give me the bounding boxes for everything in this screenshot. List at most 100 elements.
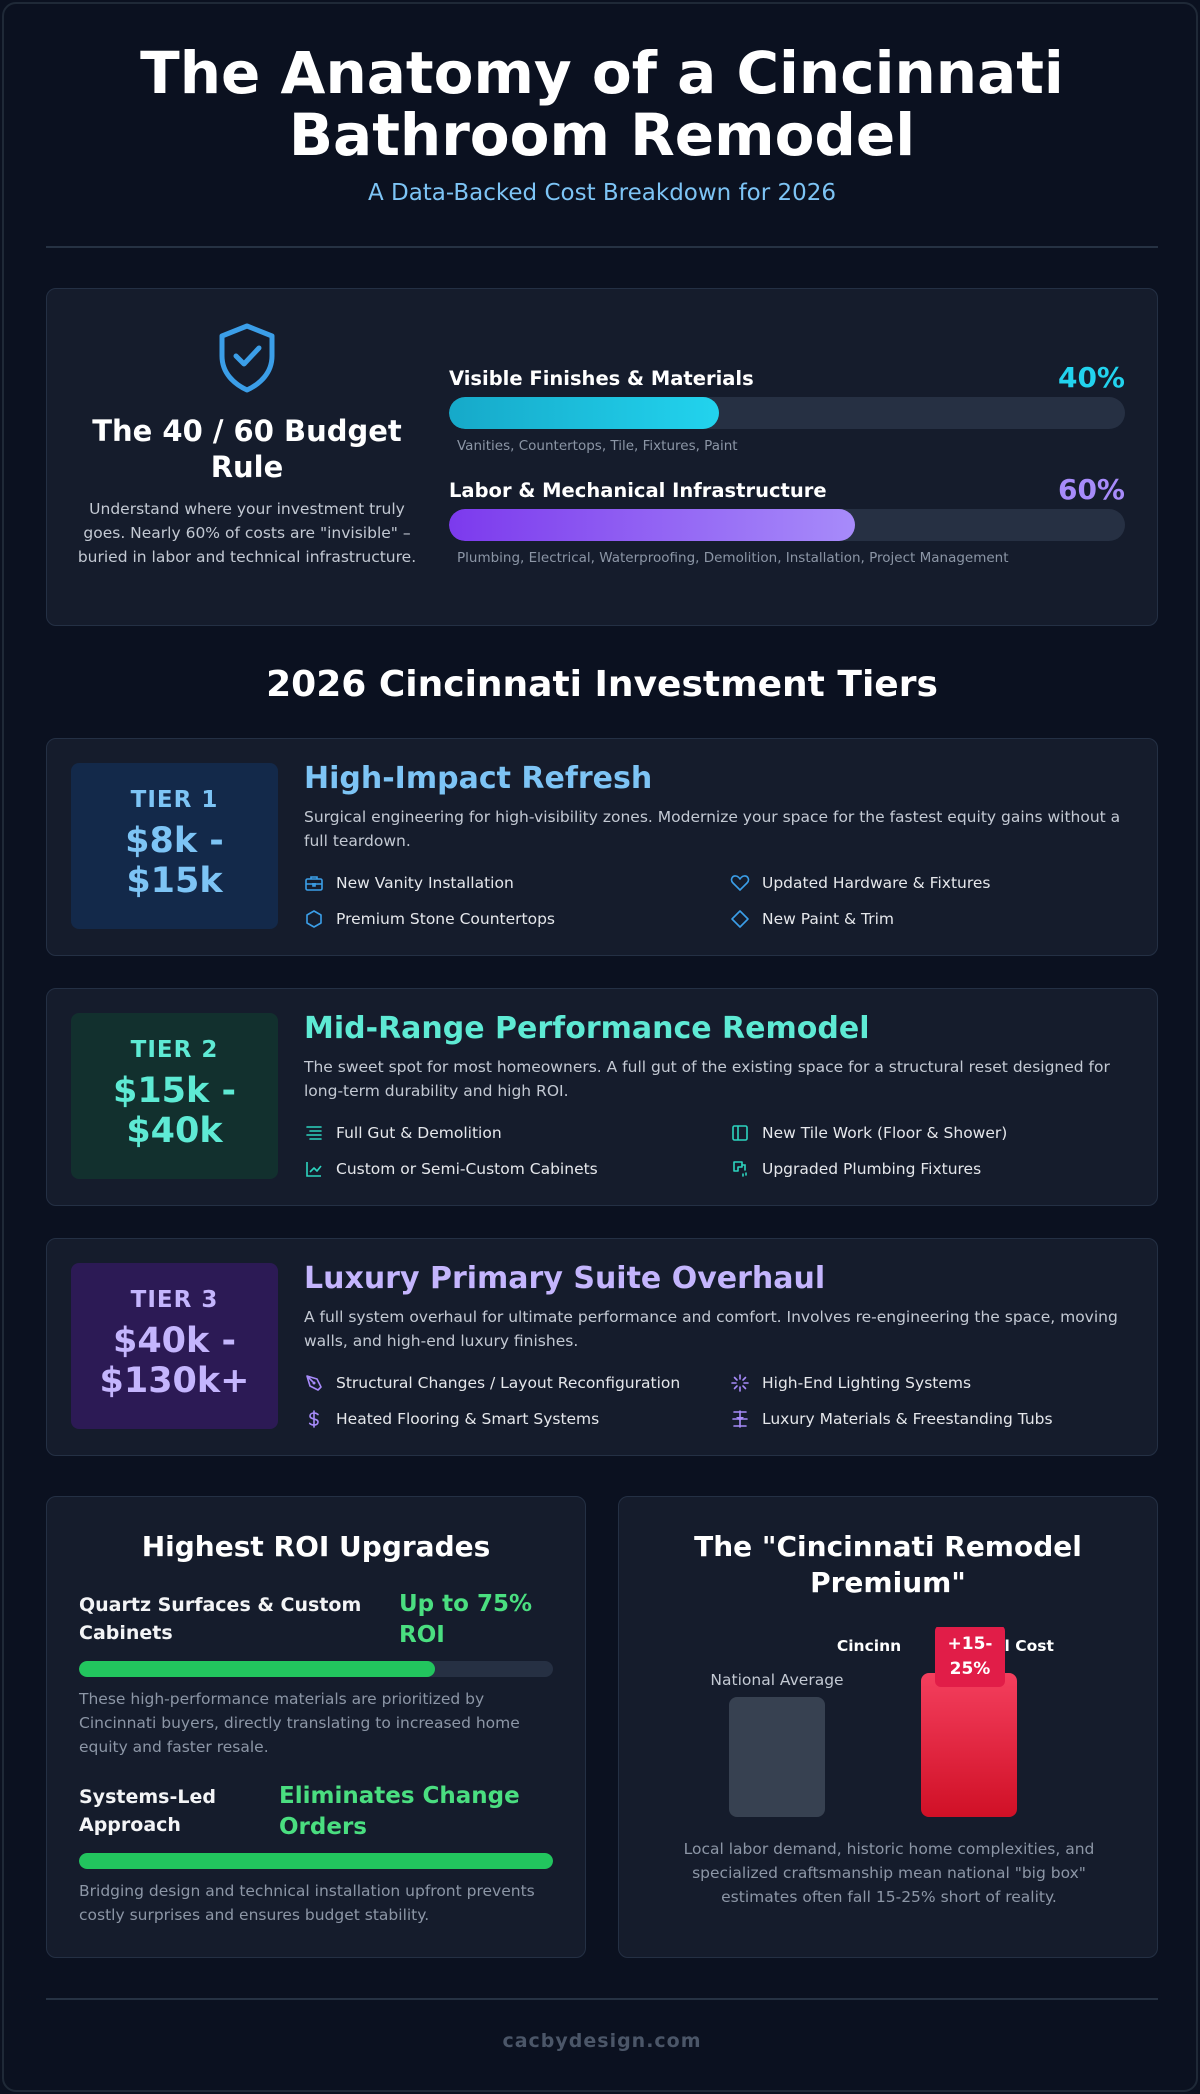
national-average-bar <box>729 1697 825 1817</box>
tier-feature: Custom or Semi-Custom Cabinets <box>304 1159 598 1179</box>
roi-item-name: Systems-Led Approach <box>79 1783 259 1839</box>
premium-title-line-1: The "Cincinnati Remodel <box>694 1530 1082 1563</box>
pen-tool-icon <box>306 1375 322 1391</box>
tub-icon <box>732 1410 748 1428</box>
tier-feature-text: Full Gut & Demolition <box>336 1124 502 1142</box>
roi-item-value: Eliminates Change Orders <box>279 1781 520 1843</box>
tier-feature-text: Heated Flooring & Smart Systems <box>336 1410 600 1428</box>
budget-bar-fill <box>449 397 720 429</box>
tier-description: A full system overhaul for ultimate perf… <box>304 1308 1118 1350</box>
roi-item-value-line-2: ROI <box>399 1622 445 1648</box>
budget-bar-percent: 40% <box>1057 361 1125 394</box>
premium-bar-chart: National Average Cincinn al Cost +15- 25… <box>710 1627 1055 1817</box>
tier-label: TIER 2 <box>130 1037 219 1063</box>
tier-feature: High-End Lighting Systems <box>730 1373 971 1393</box>
budget-rule-intro: The 40 / 60 Budget Rule Understand where… <box>47 289 447 625</box>
tier-description: Surgical engineering for high-visibility… <box>304 808 1121 850</box>
roi-item-bar-fill <box>79 1661 435 1677</box>
header-divider <box>46 246 1158 248</box>
sparkle-icon <box>731 1374 749 1392</box>
premium-badge-line-2: 25% <box>950 1659 991 1679</box>
tier-feature-text: New Vanity Installation <box>336 874 514 892</box>
footer-divider <box>46 1998 1158 2000</box>
lines-icon <box>306 1126 322 1140</box>
tier-feature-text: Structural Changes / Layout Reconfigurat… <box>336 1374 681 1392</box>
tier-feature: New Paint & Trim <box>730 909 894 929</box>
tier-feature: Upgraded Plumbing Fixtures <box>730 1159 981 1179</box>
budget-bar-fill <box>449 509 855 541</box>
premium-card-title: The "Cincinnati Remodel Premium" <box>619 1529 1157 1601</box>
tier-price-line-1: $15k - <box>112 1071 237 1111</box>
roi-item-description: Bridging design and technical installati… <box>79 1882 535 1924</box>
premium-title-line-2: Premium" <box>810 1566 966 1599</box>
premium-badge <box>935 1627 1005 1687</box>
budget-bar-percent: 60% <box>1057 473 1125 506</box>
diamond-icon <box>731 910 749 928</box>
budget-rule-description: Understand where your investment truly g… <box>77 500 417 566</box>
tier-feature: New Tile Work (Floor & Shower) <box>730 1123 1007 1143</box>
roi-item-value: Up to 75% ROI <box>399 1589 532 1651</box>
tier-price-line-2: $130k+ <box>99 1361 250 1401</box>
tier-feature-text: Luxury Materials & Freestanding Tubs <box>762 1410 1053 1428</box>
tier-price: $40k - $130k+ <box>71 1321 278 1401</box>
tier-feature: Luxury Materials & Freestanding Tubs <box>730 1409 1053 1429</box>
header: The Anatomy of a Cincinnati Bathroom Rem… <box>4 42 1200 206</box>
tier-feature-text: High-End Lighting Systems <box>762 1374 972 1392</box>
budget-bar-track <box>449 509 1125 541</box>
tier-price-line-2: $40k <box>126 1111 223 1151</box>
budget-bar-detail: Plumbing, Electrical, Waterproofing, Dem… <box>457 550 1009 566</box>
roi-item-description: These high-performance materials are pri… <box>79 1690 520 1756</box>
roi-item-bar-track <box>79 1853 553 1869</box>
tier-label: TIER 1 <box>130 787 219 813</box>
roi-item-name-line-2: Cabinets <box>79 1622 173 1644</box>
roi-item-value-line-1: Eliminates Change <box>279 1783 520 1809</box>
premium-description: Local labor demand, historic home comple… <box>683 1840 1095 1906</box>
tier-description: The sweet spot for most homeowners. A fu… <box>304 1058 1110 1100</box>
roi-card-title: Highest ROI Upgrades <box>141 1530 491 1563</box>
dollar-icon <box>308 1410 319 1428</box>
tier-title: Mid-Range Performance Remodel <box>304 1011 870 1046</box>
cincinnati-label-right: al Cost <box>994 1637 1054 1655</box>
toolbox-icon <box>305 876 323 891</box>
budget-rule-title: The 40 / 60 Budget Rule <box>92 414 402 484</box>
tier-feature-text: Custom or Semi-Custom Cabinets <box>336 1160 598 1178</box>
tier-feature: Updated Hardware & Fixtures <box>730 873 991 893</box>
tier-card-3: TIER 3 $40k - $130k+ Luxury Primary Suit… <box>46 1238 1158 1456</box>
page-title-line-2: Bathroom Remodel <box>288 101 916 169</box>
budget-bar-track <box>449 397 1125 429</box>
roi-item-bar-track <box>79 1661 553 1677</box>
page-title-line-1: The Anatomy of a Cincinnati <box>140 39 1064 107</box>
roi-item-name-line-1: Quartz Surfaces & Custom <box>79 1594 362 1616</box>
hexagon-icon <box>306 910 322 928</box>
roi-item-value-line-1: Up to 75% <box>399 1591 533 1617</box>
page-title: The Anatomy of a Cincinnati Bathroom Rem… <box>4 42 1200 166</box>
tile-icon <box>732 1125 748 1141</box>
tier-title: Luxury Primary Suite Overhaul <box>304 1261 826 1296</box>
roi-item-value-line-2: Orders <box>279 1814 367 1840</box>
tier-price-line-1: $8k - <box>125 821 224 861</box>
tier-feature: Full Gut & Demolition <box>304 1123 502 1143</box>
tier-feature-text: Upgraded Plumbing Fixtures <box>762 1160 982 1178</box>
roi-item-name: Quartz Surfaces & Custom Cabinets <box>79 1591 389 1647</box>
tier-title: High-Impact Refresh <box>304 761 653 796</box>
tier-card-2: TIER 2 $15k - $40k Mid-Range Performance… <box>46 988 1158 1206</box>
faucet-icon <box>733 1161 747 1177</box>
tier-feature: Premium Stone Countertops <box>304 909 555 929</box>
cincinnati-cost-bar <box>921 1673 1017 1817</box>
tier-label: TIER 3 <box>130 1287 219 1313</box>
national-average-label: National Average <box>710 1671 843 1689</box>
budget-bar-label: Labor & Mechanical Infrastructure <box>449 479 827 502</box>
tier-feature: Structural Changes / Layout Reconfigurat… <box>304 1373 680 1393</box>
budget-bar-label: Visible Finishes & Materials <box>449 367 754 390</box>
budget-rule-panel: The 40 / 60 Budget Rule Understand where… <box>46 288 1158 626</box>
tier-feature-text: New Tile Work (Floor & Shower) <box>762 1124 1008 1142</box>
roi-card: Highest ROI Upgrades Quartz Surfaces & C… <box>46 1496 586 1958</box>
tier-price: $8k - $15k <box>71 821 278 901</box>
premium-badge-line-1: +15- <box>948 1634 993 1654</box>
roi-item-name-line-1: Systems-Led <box>79 1786 216 1808</box>
cincinnati-label-left: Cincinn <box>837 1637 901 1655</box>
tier-feature-text: Premium Stone Countertops <box>336 910 555 928</box>
footer-site: cacbydesign.com <box>502 2030 702 2052</box>
tier-feature: Heated Flooring & Smart Systems <box>304 1409 599 1429</box>
